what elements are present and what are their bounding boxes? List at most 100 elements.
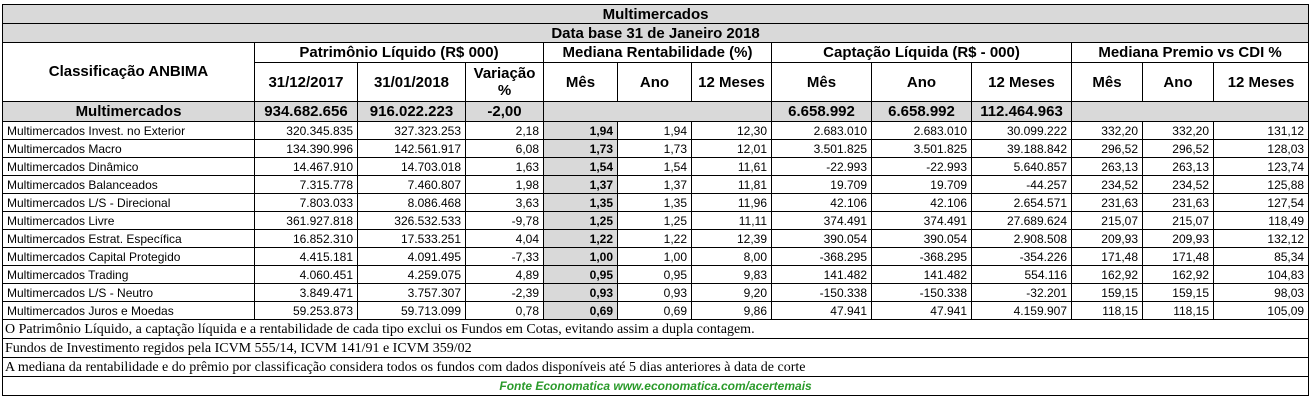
row-pl-3-cell: 0,78 xyxy=(465,301,544,320)
column-header-row: 31/12/2017 31/01/2018 Variação % Mês Ano… xyxy=(3,62,1310,102)
totals-pl-2: 916.022.223 xyxy=(357,101,466,122)
row-rent-3-cell: 11,11 xyxy=(691,211,772,230)
row-rent-3-cell: 12,39 xyxy=(691,229,772,248)
row-prem-1-cell: 234,52 xyxy=(1071,175,1143,194)
title-row: Multimercados xyxy=(1,4,1310,24)
row-pl-1-cell: 7.315.778 xyxy=(254,175,358,194)
note-text: A mediana da rentabilidade e do prêmio p… xyxy=(1,357,1310,377)
table-row: Multimercados Juros e Moedas 59.253.873 59… xyxy=(2,301,1310,320)
row-rent-3-cell: 11,61 xyxy=(691,157,772,176)
totals-name: Multimercados xyxy=(2,101,255,122)
totals-capt-1: 6.658.992 xyxy=(771,101,872,122)
row-prem-1-cell: 296,52 xyxy=(1071,139,1143,158)
row-prem-2-cell: 118,15 xyxy=(1142,301,1214,320)
row-rent-1-cell: 1,37 xyxy=(543,175,618,194)
row-capt-3-cell: 27.689.624 xyxy=(971,211,1072,230)
row-capt-1-cell: -150.338 xyxy=(771,283,872,302)
row-prem-3-cell: 105,09 xyxy=(1212,301,1310,320)
row-prem-2-cell: 209,93 xyxy=(1142,229,1214,248)
note-row: Fundos de Investimento regidos pela ICVM… xyxy=(1,338,1310,358)
row-capt-3-cell: 39.188.842 xyxy=(971,139,1072,158)
row-rent-1-cell: 1,00 xyxy=(543,247,618,266)
row-prem-3-cell: 127,54 xyxy=(1212,193,1310,212)
row-pl-3-cell: 4,89 xyxy=(465,265,544,284)
row-capt-2-cell: 141.482 xyxy=(871,265,972,284)
note-text: Fundos de Investimento regidos pela ICVM… xyxy=(1,338,1310,358)
row-pl-2-cell: 326.532.533 xyxy=(357,211,466,230)
row-rent-1-cell: 1,73 xyxy=(543,139,618,158)
row-rent-3-cell: 11,81 xyxy=(691,175,772,194)
table-row: Multimercados L/S - Direcional 7.803.033 8… xyxy=(2,193,1310,212)
group-premio-header: Mediana Premio vs CDI % xyxy=(1070,42,1310,63)
row-rent-1-cell: 1,54 xyxy=(543,157,618,176)
row-pl-1-cell: 320.345.835 xyxy=(254,121,358,140)
row-capt-3-cell: 5.640.857 xyxy=(971,157,1072,176)
table-row: Multimercados Trading 4.060.451 4.259.075 4… xyxy=(2,265,1310,284)
row-pl-2-cell: 7.460.807 xyxy=(357,175,466,194)
row-capt-1-cell: 3.501.825 xyxy=(771,139,872,158)
row-pl-3-cell: 1,63 xyxy=(465,157,544,176)
row-pl-2-cell: 8.086.468 xyxy=(357,193,466,212)
row-prem-1-cell: 162,92 xyxy=(1071,265,1143,284)
row-capt-2-cell: -22.993 xyxy=(871,157,972,176)
row-rent-2-cell: 1,54 xyxy=(617,157,692,176)
row-rent-3-cell: 8,00 xyxy=(691,247,772,266)
group-rent-header: Mediana Rentabilidade (%) xyxy=(543,42,772,63)
row-capt-1-cell: 390.054 xyxy=(771,229,872,248)
row-pl-1-cell: 14.467.910 xyxy=(254,157,358,176)
row-pl-1-cell: 16.852.310 xyxy=(254,229,358,248)
row-rent-1-cell: 0,95 xyxy=(543,265,618,284)
row-rent-2-cell: 0,93 xyxy=(617,283,692,302)
row-prem-1-cell: 118,15 xyxy=(1071,301,1143,320)
source-text: Fonte Economatica www.economatica.com/ac… xyxy=(1,376,1310,396)
row-capt-3-cell: 2.654.571 xyxy=(971,193,1072,212)
table-row: Multimercados Invest. no Exterior 320.345… xyxy=(2,121,1310,140)
row-capt-3-cell: 4.159.907 xyxy=(971,301,1072,320)
row-rent-1-cell: 1,22 xyxy=(543,229,618,248)
col-rent-1: Mês xyxy=(543,62,618,102)
row-capt-1-cell: 47.941 xyxy=(771,301,872,320)
col-pl-2: 31/01/2018 xyxy=(357,62,466,102)
row-pl-1-cell: 361.927.818 xyxy=(254,211,358,230)
row-pl-1-cell: 3.849.471 xyxy=(254,283,358,302)
col-capt-2: Ano xyxy=(871,62,972,102)
totals-prem-blank xyxy=(1070,101,1310,122)
row-rent-2-cell: 1,35 xyxy=(617,193,692,212)
row-prem-3-cell: 123,74 xyxy=(1212,157,1310,176)
row-capt-3-cell: 30.099.222 xyxy=(971,121,1072,140)
row-name-cell: Multimercados Macro xyxy=(2,139,255,158)
row-name-cell: Multimercados Livre xyxy=(2,211,255,230)
row-capt-2-cell: -368.295 xyxy=(871,247,972,266)
row-rent-1-cell: 1,25 xyxy=(543,211,618,230)
row-prem-3-cell: 85,34 xyxy=(1212,247,1310,266)
row-capt-3-cell: 554.116 xyxy=(971,265,1072,284)
row-prem-2-cell: 332,20 xyxy=(1142,121,1214,140)
row-rent-2-cell: 1,00 xyxy=(617,247,692,266)
row-pl-1-cell: 59.253.873 xyxy=(254,301,358,320)
row-rent-3-cell: 9,83 xyxy=(691,265,772,284)
row-prem-3-cell: 104,83 xyxy=(1212,265,1310,284)
totals-pl-3: -2,00 xyxy=(465,101,544,122)
row-capt-2-cell: 42.106 xyxy=(871,193,972,212)
classification-header: Classificação ANBIMA xyxy=(2,42,255,102)
row-prem-2-cell: 171,48 xyxy=(1142,247,1214,266)
col-rent-3: 12 Meses xyxy=(691,62,772,102)
row-pl-3-cell: 2,18 xyxy=(465,121,544,140)
row-capt-3-cell: -44.257 xyxy=(971,175,1072,194)
group-capt-header: Captação Líquida (R$ - 000) xyxy=(771,42,1072,63)
row-name-cell: Multimercados Trading xyxy=(2,265,255,284)
row-name-cell: Multimercados Dinâmico xyxy=(2,157,255,176)
row-capt-2-cell: 2.683.010 xyxy=(871,121,972,140)
row-capt-1-cell: 141.482 xyxy=(771,265,872,284)
row-prem-2-cell: 162,92 xyxy=(1142,265,1214,284)
totals-pl-1: 934.682.656 xyxy=(254,101,358,122)
row-capt-2-cell: 3.501.825 xyxy=(871,139,972,158)
row-capt-2-cell: 390.054 xyxy=(871,229,972,248)
row-prem-3-cell: 125,88 xyxy=(1212,175,1310,194)
row-rent-1-cell: 0,93 xyxy=(543,283,618,302)
row-capt-1-cell: 19.709 xyxy=(771,175,872,194)
row-prem-2-cell: 296,52 xyxy=(1142,139,1214,158)
table-row: Multimercados Balanceados 7.315.778 7.460.… xyxy=(2,175,1310,194)
table-subtitle: Data base 31 de Janeiro 2018 xyxy=(1,23,1310,43)
row-capt-3-cell: 2.908.508 xyxy=(971,229,1072,248)
